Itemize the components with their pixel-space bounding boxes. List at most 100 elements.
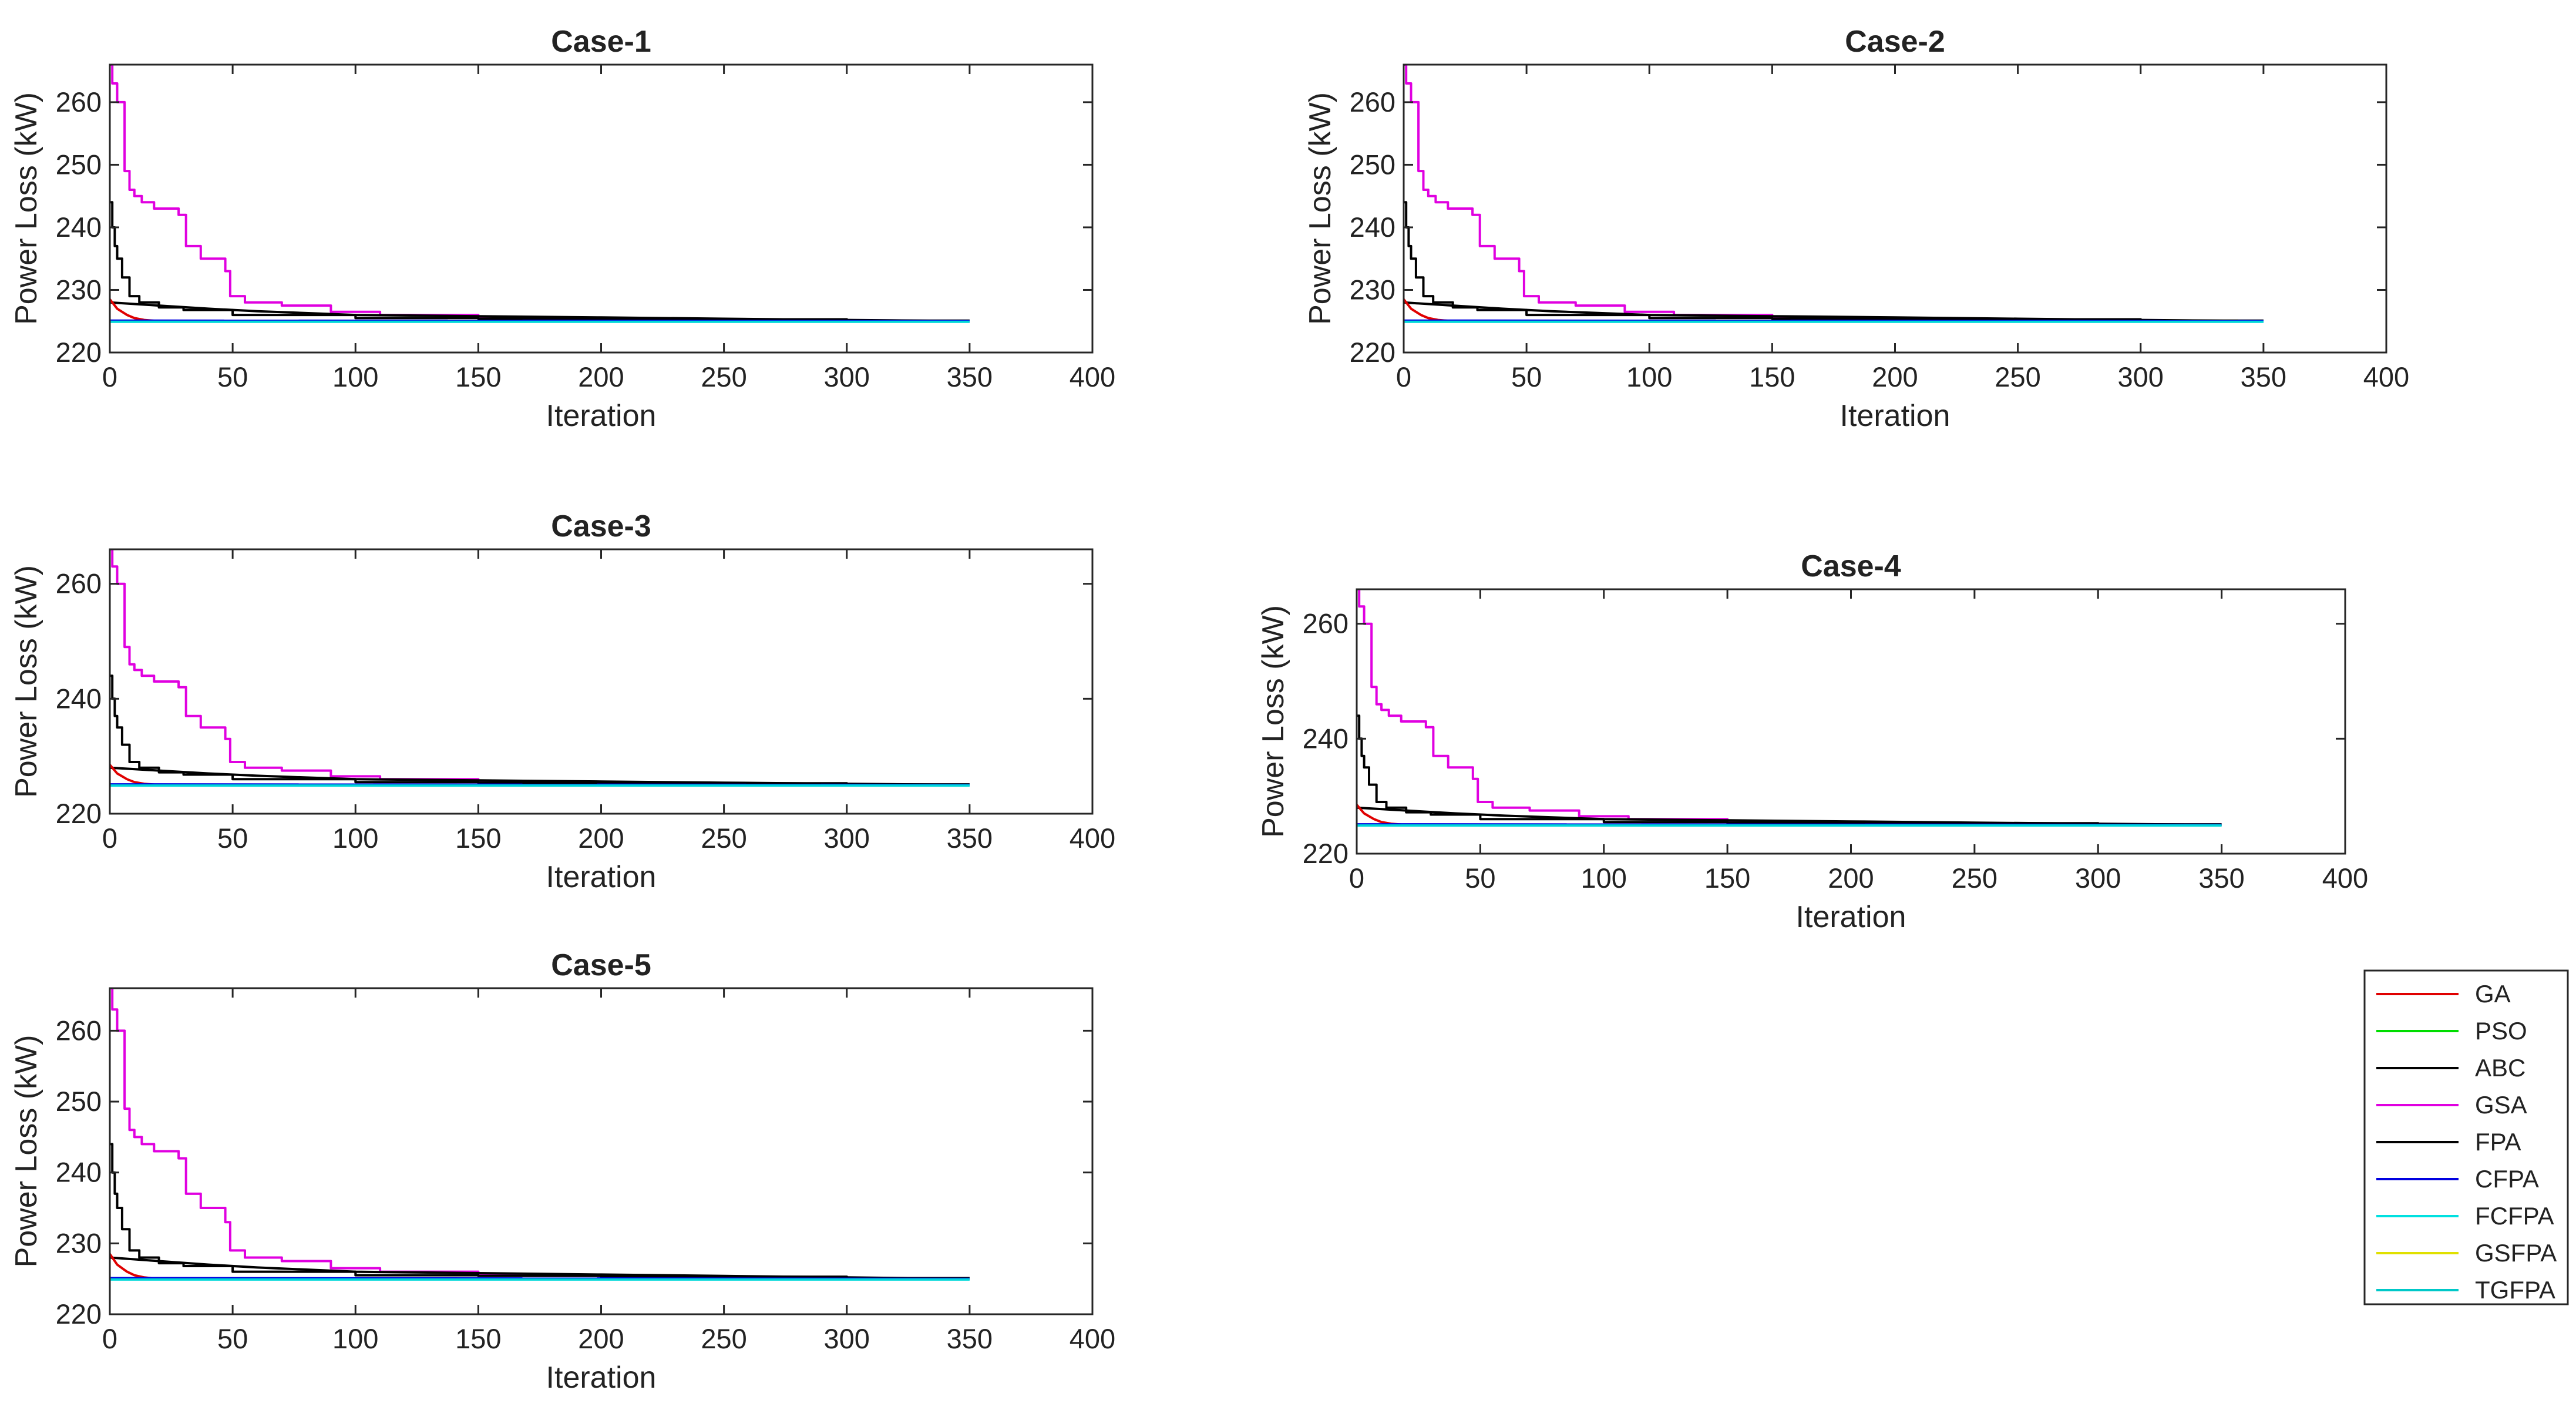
x-axis-label: Iteration — [1796, 900, 1906, 934]
series-line-ga — [110, 764, 159, 787]
y-tick-label: 240 — [56, 212, 102, 243]
x-tick-label: 50 — [217, 1323, 248, 1354]
panel-title: Case-2 — [1845, 25, 1945, 59]
y-tick-label: 220 — [56, 798, 102, 829]
panel-title: Case-5 — [551, 948, 651, 982]
x-tick-label: 250 — [701, 361, 746, 392]
x-tick-label: 50 — [217, 361, 248, 392]
y-tick-label: 260 — [56, 568, 102, 599]
legend-label: PSO — [2475, 1017, 2527, 1045]
x-tick-label: 300 — [824, 823, 870, 854]
panel-case-1: 0 50 100 150 200 250 300 350 400 220 230 240 250 260 C… — [9, 25, 1115, 433]
legend-label: GA — [2475, 980, 2511, 1008]
panel-case-3: 0 50 100 150 200 250 300 350 400 220 240 260 Case-3 I… — [9, 509, 1115, 894]
panel-case-4: 0 50 100 150 200 250 300 350 400 220 240 260 Case-4 I… — [1256, 549, 2368, 934]
legend-item-fcfpa: FCFPA — [2376, 1202, 2554, 1230]
x-tick-label: 0 — [1396, 361, 1411, 392]
x-tick-label: 0 — [102, 823, 117, 854]
x-tick-label: 250 — [1995, 361, 2040, 392]
x-tick-label: 300 — [2075, 862, 2121, 894]
x-tick-label: 350 — [947, 823, 993, 854]
x-tick-label: 400 — [2363, 361, 2409, 392]
x-tick-label: 300 — [2118, 361, 2164, 392]
y-axis-label: Power Loss (kW) — [1303, 92, 1337, 325]
x-tick-label: 100 — [332, 361, 378, 392]
x-tick-label: 200 — [578, 361, 624, 392]
x-tick-label: 0 — [102, 1323, 117, 1354]
legend-item-pso: PSO — [2376, 1017, 2527, 1045]
legend-item-fpa: FPA — [2376, 1128, 2521, 1156]
y-tick-label: 250 — [56, 1086, 102, 1117]
series-group — [110, 549, 970, 787]
x-tick-label: 100 — [332, 823, 378, 854]
x-tick-label: 0 — [102, 361, 117, 392]
series-line-fpa — [110, 301, 970, 323]
x-tick-label: 150 — [455, 1323, 501, 1354]
legend-label: GSFPA — [2475, 1239, 2557, 1267]
y-tick-label: 220 — [1350, 337, 1395, 368]
y-tick-label: 240 — [56, 1157, 102, 1188]
panel-title: Case-3 — [551, 509, 651, 543]
x-tick-label: 250 — [701, 1323, 746, 1354]
y-tick-label: 250 — [56, 149, 102, 180]
x-tick-label: 250 — [701, 823, 746, 854]
panels: 0 50 100 150 200 250 300 350 400 220 230 240 250 260 C… — [9, 25, 2409, 1395]
x-tick-label: 100 — [1581, 862, 1627, 894]
y-axis-label: Power Loss (kW) — [9, 1035, 43, 1268]
x-tick-label: 400 — [1070, 361, 1115, 392]
y-tick-label: 230 — [56, 274, 102, 305]
y-tick-label: 260 — [56, 86, 102, 118]
series-line-fpa — [110, 1256, 970, 1280]
x-tick-label: 400 — [1070, 1323, 1115, 1354]
legend-item-tgfpa: TGFPA — [2376, 1276, 2555, 1304]
legend-item-ga: GA — [2376, 980, 2511, 1008]
legend-item-gsfpa: GSFPA — [2376, 1239, 2557, 1267]
y-tick-label: 240 — [1303, 723, 1348, 754]
legend-item-abc: ABC — [2376, 1054, 2525, 1082]
series-line-fpa — [110, 766, 970, 787]
series-line-ga — [1404, 298, 1453, 323]
x-tick-label: 350 — [947, 361, 993, 392]
x-tick-label: 50 — [1465, 862, 1495, 894]
y-tick-label: 260 — [56, 1015, 102, 1046]
x-tick-label: 100 — [332, 1323, 378, 1354]
x-tick-label: 300 — [824, 361, 870, 392]
x-tick-label: 0 — [1349, 862, 1364, 894]
y-tick-label: 240 — [56, 683, 102, 714]
x-tick-label: 150 — [455, 823, 501, 854]
x-axis-label: Iteration — [546, 1361, 657, 1395]
y-axis-label: Power Loss (kW) — [1256, 605, 1290, 838]
legend-label: CFPA — [2475, 1165, 2539, 1193]
x-axis-label: Iteration — [546, 860, 657, 894]
legend: GA PSO ABC GSA FPA CFPA FCFPA GSFPA TGFPA — [2363, 969, 2569, 1305]
series-line-ga — [110, 1253, 159, 1280]
legend-item-cfpa: CFPA — [2376, 1165, 2539, 1193]
x-tick-label: 150 — [1749, 361, 1795, 392]
x-tick-label: 200 — [1872, 361, 1918, 392]
y-tick-label: 240 — [1350, 212, 1395, 243]
x-axis-label: Iteration — [1840, 399, 1951, 433]
series-line-fpa — [1404, 301, 2264, 323]
x-tick-label: 400 — [1070, 823, 1115, 854]
x-tick-label: 50 — [1511, 361, 1542, 392]
x-tick-label: 50 — [217, 823, 248, 854]
y-tick-label: 250 — [1350, 149, 1395, 180]
y-tick-label: 220 — [1303, 838, 1348, 869]
legend-label: FCFPA — [2475, 1202, 2554, 1230]
panel-case-2: 0 50 100 150 200 250 300 350 400 220 230 240 250 260 C… — [1303, 25, 2409, 433]
y-tick-label: 220 — [56, 337, 102, 368]
x-tick-label: 100 — [1626, 361, 1672, 392]
x-tick-label: 200 — [578, 823, 624, 854]
panel-title: Case-4 — [1801, 549, 1901, 583]
legend-label: GSA — [2475, 1091, 2527, 1119]
series-group — [110, 988, 970, 1281]
y-tick-label: 260 — [1350, 86, 1395, 118]
y-tick-label: 230 — [1350, 274, 1395, 305]
y-tick-label: 230 — [56, 1227, 102, 1258]
series-group — [110, 65, 970, 323]
x-tick-label: 200 — [1828, 862, 1874, 894]
y-axis-label: Power Loss (kW) — [9, 565, 43, 798]
legend-label: TGFPA — [2475, 1276, 2555, 1304]
series-line-ga — [110, 298, 159, 323]
